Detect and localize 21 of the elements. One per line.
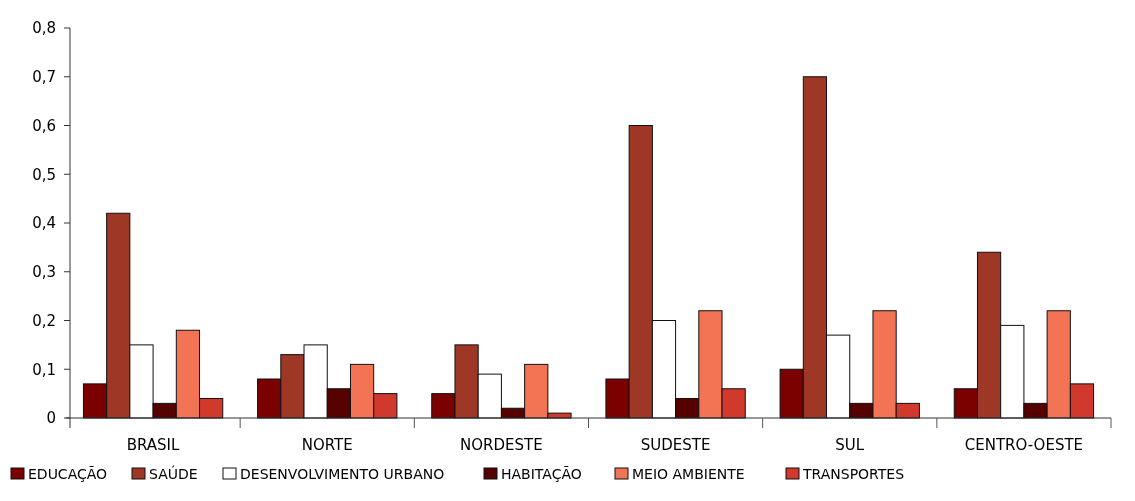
y-tick-label: 0,2 [32,311,56,330]
x-tick-label: CENTRO-OESTE [964,436,1084,454]
legend-label: EDUCAÇÃO [28,466,108,482]
legend-label: SAÚDE [149,465,198,482]
legend-label: MEIO AMBIENTE [632,466,745,482]
legend-label: HABITAÇÃO [501,466,582,482]
y-tick-label: 0,3 [32,263,56,281]
legend-label: DESENVOLVIMENTO URBANO [240,466,445,482]
x-tick-label: SUDESTE [640,436,711,454]
x-tick-label: BRASIL [126,436,181,454]
y-tick-label: 0,4 [32,214,56,233]
y-tick-label: 0,1 [32,360,56,379]
y-tick-label: 0,5 [32,165,56,184]
x-tick-label: NORTE [301,436,353,454]
legend-label: TRANSPORTES [802,466,905,482]
y-tick-label: 0,6 [32,116,56,135]
x-tick-label: NORDESTE [460,436,543,454]
y-tick-label: 0,7 [32,68,56,86]
y-tick-label: 0,8 [32,19,56,38]
y-tick-label: 0 [46,409,56,428]
x-tick-label: SUL [835,436,865,454]
